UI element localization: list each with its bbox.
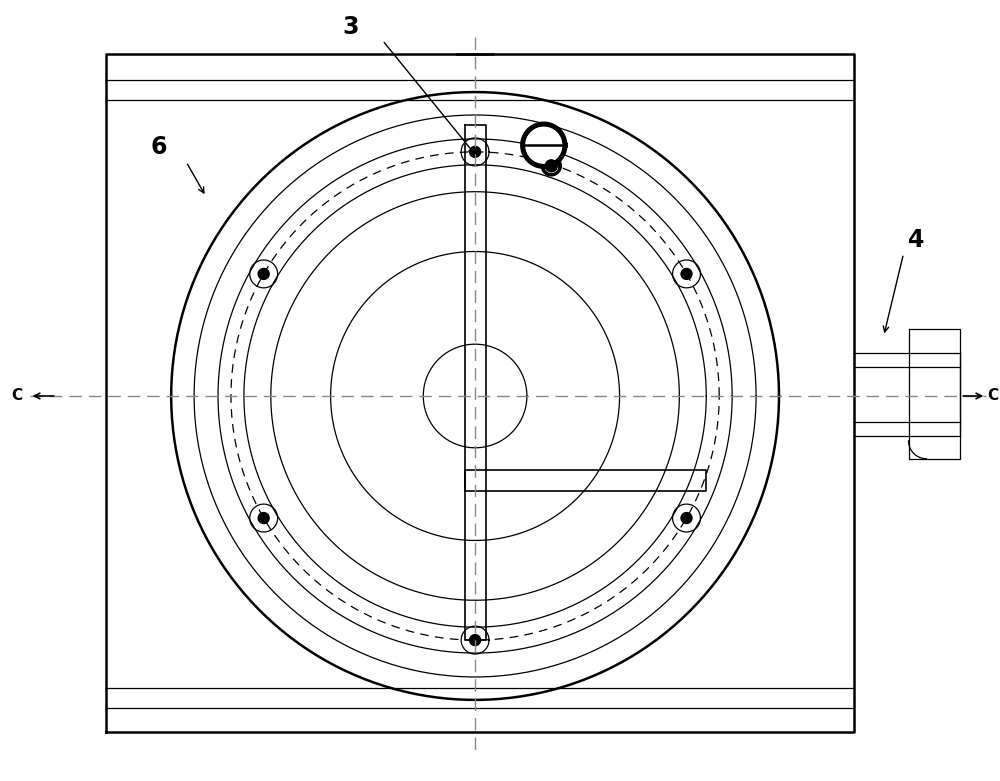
Text: 4: 4 bbox=[908, 227, 925, 251]
Circle shape bbox=[526, 127, 562, 163]
Text: C: C bbox=[11, 388, 22, 404]
Circle shape bbox=[258, 512, 269, 523]
Text: C: C bbox=[988, 388, 999, 404]
Circle shape bbox=[470, 635, 481, 646]
Circle shape bbox=[470, 146, 481, 157]
Circle shape bbox=[681, 512, 692, 523]
Circle shape bbox=[258, 269, 269, 280]
Text: 6: 6 bbox=[151, 135, 167, 159]
Circle shape bbox=[545, 160, 557, 172]
Text: 3: 3 bbox=[342, 16, 359, 39]
Circle shape bbox=[681, 269, 692, 280]
